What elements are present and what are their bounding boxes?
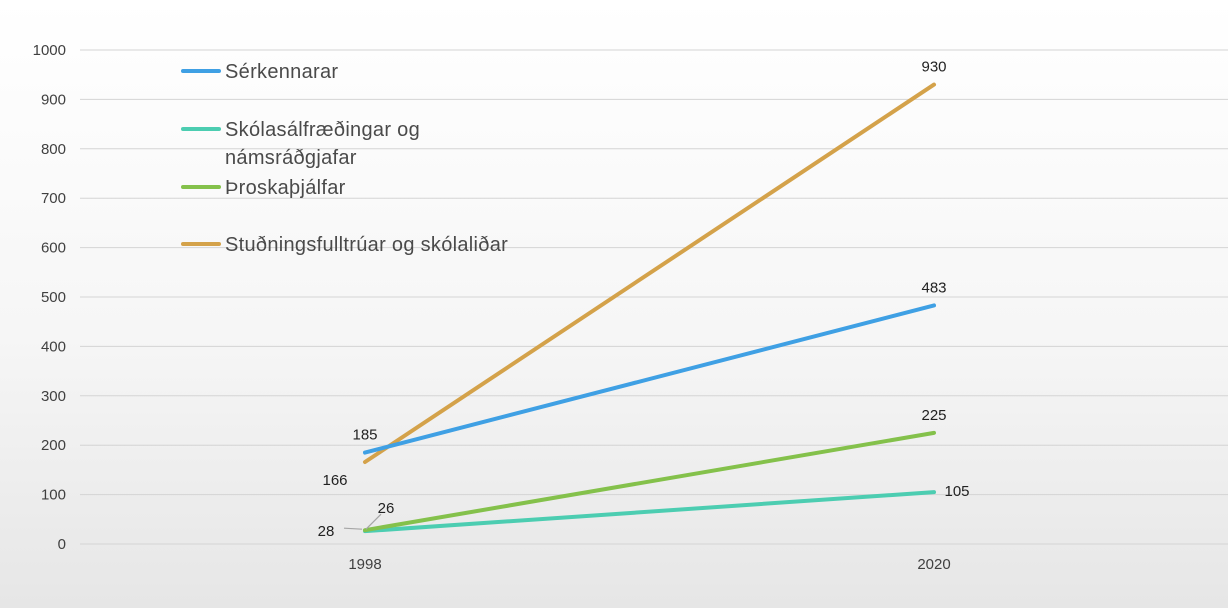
x-tick-label: 2020 — [917, 556, 950, 573]
y-tick-label: 1000 — [33, 42, 66, 59]
data-label: 225 — [921, 407, 946, 424]
series-lines — [363, 82, 936, 534]
y-tick-label: 300 — [41, 388, 66, 405]
data-label: 105 — [944, 483, 969, 500]
legend-label: Þroskaþjálfar — [225, 177, 346, 199]
label-leader-line — [343, 527, 363, 530]
series-line — [363, 303, 936, 455]
data-labels: 185 483 26 105 28 225 166 930 — [318, 59, 970, 541]
y-tick-label: 100 — [41, 487, 66, 504]
y-tick-label: 600 — [41, 240, 66, 257]
y-tick-label: 700 — [41, 190, 66, 207]
legend-label: Skólasálfræðingar og námsráðgjafar — [225, 119, 420, 169]
y-tick-label: 500 — [41, 289, 66, 306]
y-tick-label: 200 — [41, 437, 66, 454]
label-leader-line — [365, 513, 382, 530]
data-label: 483 — [921, 279, 946, 296]
x-tick-label: 1998 — [348, 556, 381, 573]
y-tick-label: 800 — [41, 141, 66, 158]
y-tick-label: 400 — [41, 338, 66, 355]
series-line — [363, 490, 936, 534]
y-axis-tick-labels: 0 100 200 300 400 500 600 700 800 900 1000 — [33, 42, 66, 553]
data-label: 26 — [378, 500, 395, 517]
data-label: 185 — [352, 427, 377, 444]
data-label: 28 — [318, 523, 335, 540]
legend-label: Sérkennarar — [225, 61, 338, 83]
data-label: 930 — [921, 59, 946, 76]
data-label: 166 — [322, 472, 347, 489]
series-line — [363, 82, 936, 464]
y-tick-label: 900 — [41, 91, 66, 108]
legend: Sérkennarar Skólasálfræðingar og námsráðgj… — [181, 61, 508, 256]
legend-label: Stuðningsfulltrúar og skólaliðar — [225, 234, 508, 256]
series-line — [363, 430, 936, 533]
y-tick-label: 0 — [58, 536, 66, 553]
x-axis-tick-labels: 1998 2020 — [348, 556, 950, 573]
gridlines — [80, 49, 1228, 545]
